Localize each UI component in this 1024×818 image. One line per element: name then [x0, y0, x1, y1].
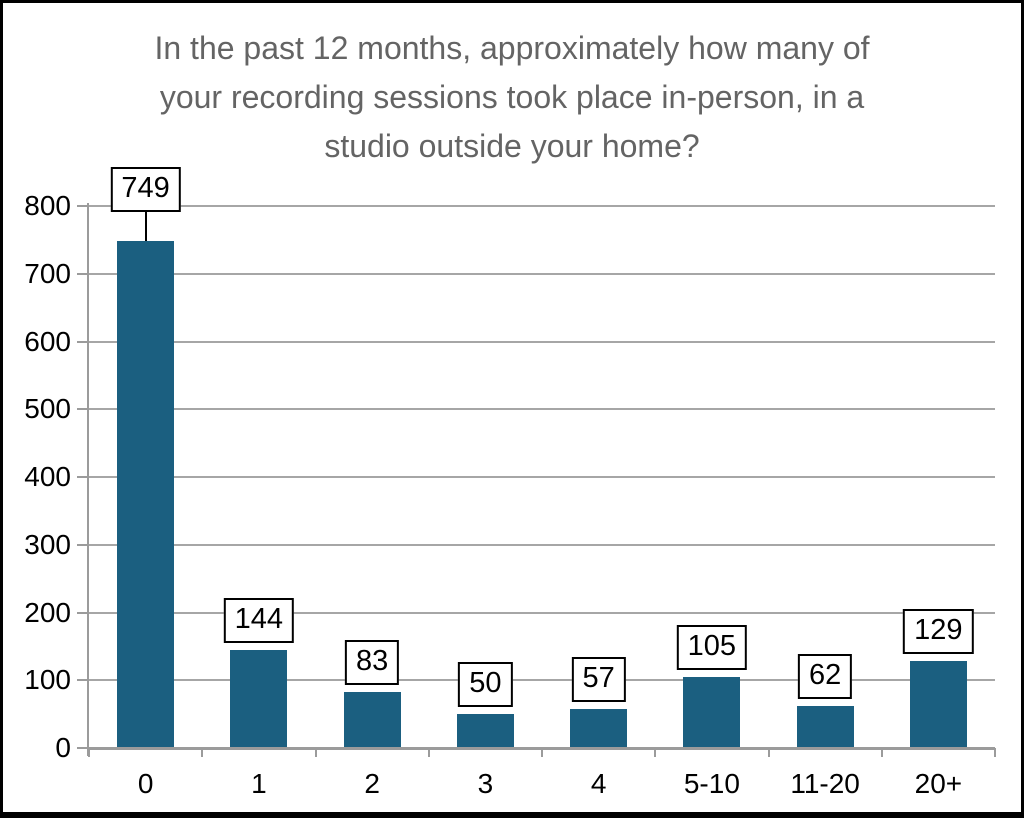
y-tick-label: 100 — [24, 664, 71, 696]
y-axis-tick — [77, 340, 87, 343]
y-axis-tick — [77, 205, 87, 207]
bar — [230, 650, 288, 747]
y-tick-label: 200 — [24, 596, 71, 628]
x-axis-tick — [314, 748, 317, 757]
chart-title: In the past 12 months, approximately how… — [3, 24, 1021, 171]
bar-value-label: 83 — [344, 639, 400, 685]
bar — [570, 709, 628, 747]
x-category-label: 1 — [251, 768, 267, 799]
chart-title-line: studio outside your home? — [324, 128, 700, 164]
bar-value-label: 144 — [223, 598, 295, 644]
bar — [343, 691, 401, 747]
chart-title-line: your recording sessions took place in-pe… — [159, 79, 865, 115]
x-axis-tick — [654, 748, 657, 757]
y-gridline — [89, 679, 995, 682]
x-axis-tick — [88, 748, 90, 757]
chart-title-line: In the past 12 months, approximately how… — [154, 30, 870, 66]
y-axis-tick — [77, 747, 87, 749]
y-axis-tick — [77, 272, 87, 275]
y-gridline — [89, 272, 995, 275]
y-gridline — [89, 476, 995, 478]
y-axis-tick — [77, 408, 87, 411]
y-gridline — [89, 543, 995, 546]
x-category-label: 5-10 — [683, 768, 740, 799]
y-axis-tick — [77, 476, 87, 478]
bar-value-label: 50 — [458, 662, 513, 708]
bar-value-label: 129 — [903, 608, 974, 654]
x-category-label: 0 — [137, 768, 154, 799]
bar-value-label: 749 — [110, 166, 181, 212]
bar-value-label: 105 — [676, 624, 748, 670]
x-axis-tick — [541, 748, 543, 757]
y-tick-label: 300 — [24, 528, 71, 560]
bar-value-label: 57 — [571, 657, 626, 703]
x-category-label: 11-20 — [790, 768, 860, 799]
x-axis-tick — [994, 748, 996, 757]
x-category-label: 4 — [590, 768, 607, 799]
bar — [683, 676, 741, 747]
y-tick-label: 800 — [24, 190, 71, 221]
y-axis-line — [87, 203, 89, 756]
x-category-label: 3 — [477, 768, 494, 799]
bar — [909, 660, 967, 747]
y-tick-label: 600 — [24, 325, 71, 357]
y-axis-tick — [77, 543, 87, 546]
y-gridline — [89, 408, 995, 411]
y-tick-label: 500 — [24, 393, 71, 425]
y-tick-label: 400 — [24, 461, 71, 492]
y-gridline — [89, 340, 995, 343]
bar-value-label: 62 — [797, 653, 853, 699]
x-category-label: 20+ — [914, 768, 963, 799]
x-axis-tick — [201, 748, 204, 757]
y-axis-tick — [77, 611, 87, 614]
data-label-leader-line — [144, 211, 147, 241]
bar — [796, 705, 854, 747]
y-gridline — [89, 205, 995, 207]
bar — [456, 714, 514, 747]
x-axis-tick — [880, 748, 883, 757]
bar — [117, 240, 175, 747]
chart-plot-region: In the past 12 months, approximately how… — [3, 3, 1021, 812]
x-axis-tick — [427, 748, 430, 757]
x-axis-tick — [767, 748, 770, 757]
y-tick-label: 700 — [24, 257, 71, 289]
y-gridline — [89, 611, 995, 614]
y-tick-label: 0 — [55, 732, 71, 763]
y-axis-tick — [77, 679, 87, 682]
x-category-label: 2 — [364, 768, 380, 799]
